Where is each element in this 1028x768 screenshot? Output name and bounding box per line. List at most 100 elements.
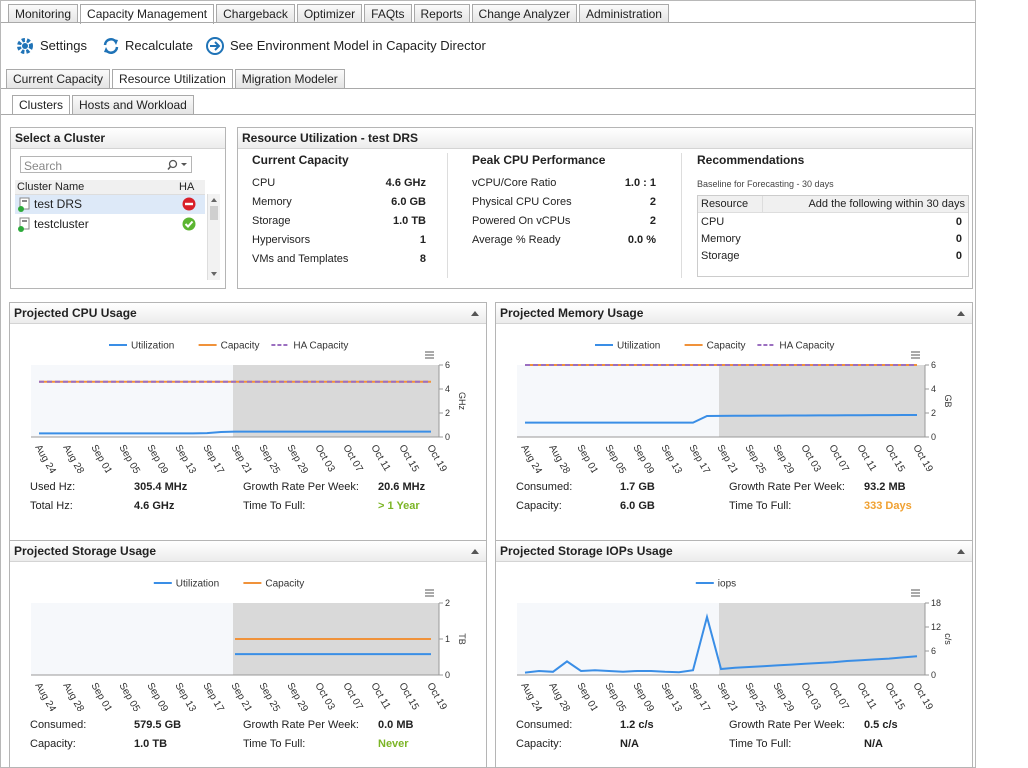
legend-label: HA Capacity — [779, 341, 834, 352]
stat-label: Time To Full: — [243, 500, 306, 512]
stat-value: 4.6 GHz — [134, 500, 175, 512]
tab[interactable]: Reports — [413, 4, 470, 23]
column-label: Resource — [701, 198, 749, 210]
stat-label: Consumed: — [516, 719, 573, 731]
forecast-region — [719, 603, 925, 675]
arrow-icon — [206, 37, 224, 55]
metric-label: Physical CPU Cores — [472, 196, 572, 208]
scrollbar-arrows — [210, 198, 218, 276]
chart-panel: Projected Storage Usage 0 1 2 TB Aug 24 Aug 28… — [9, 540, 487, 768]
x-tick-label: Sep 09 — [630, 443, 656, 473]
collapse-icon[interactable] — [470, 309, 480, 317]
y-tick-label: 6 — [931, 646, 936, 656]
collapse-icon[interactable] — [956, 547, 966, 555]
divider — [762, 196, 763, 212]
x-tick-label: Oct 15 — [396, 681, 420, 711]
x-tick-label: Oct 19 — [424, 443, 448, 473]
tab[interactable]: Change Analyzer — [471, 4, 577, 23]
x-tick-label: Aug 28 — [60, 443, 86, 473]
stat-label: Growth Rate Per Week: — [729, 481, 845, 493]
chart-menu-icon — [911, 589, 920, 597]
search-placeholder: Search — [24, 159, 63, 173]
metric-label: Storage — [252, 215, 291, 227]
tab[interactable]: Monitoring — [8, 4, 79, 23]
stat-label: Total Hz: — [30, 500, 73, 512]
x-tick-label: Oct 03 — [798, 443, 822, 473]
x-tick-label: Oct 11 — [854, 681, 878, 711]
legend-label: Utilization — [131, 341, 174, 352]
summary-panel: Resource Utilization - test DRS Current … — [237, 127, 973, 289]
y-tick-label: 0 — [931, 432, 936, 442]
sub-tabs: Current Capacity Resource Utilization Migr… — [6, 69, 347, 89]
stat-value: 305.4 MHz — [134, 481, 188, 493]
search-box[interactable]: Search — [20, 156, 192, 173]
stat-label: Growth Rate Per Week: — [729, 719, 845, 731]
tab-line — [1, 22, 975, 23]
tab[interactable]: Clusters — [12, 95, 71, 115]
cluster-panel: Select a Cluster Search Cluster Name HA te… — [10, 127, 226, 289]
y-tick-label: 1 — [445, 634, 450, 644]
stat-label: Capacity: — [516, 500, 562, 512]
stat-value: 1.2 c/s — [620, 719, 654, 731]
chart-panel: Projected Memory Usage 0 2 4 6 GB Aug 24 Aug 28… — [495, 302, 973, 760]
x-tick-label: Sep 21 — [228, 443, 254, 473]
tab[interactable]: Current Capacity — [6, 69, 111, 88]
x-tick-label: Oct 07 — [826, 443, 850, 473]
collapse-icon[interactable] — [470, 547, 480, 555]
stat-value: 6.0 GB — [620, 500, 655, 512]
x-tick-label: Sep 09 — [144, 443, 170, 473]
tab[interactable]: Chargeback — [216, 4, 295, 23]
stat-value: N/A — [864, 738, 883, 750]
tab[interactable]: Optimizer — [296, 4, 363, 23]
innertab-line — [1, 114, 975, 115]
x-tick-label: Aug 24 — [518, 443, 544, 473]
environment-label: See Environment Model in Capacity Direct… — [230, 38, 486, 53]
column-label: Cluster Name — [17, 181, 85, 193]
metric-label: VMs and Templates — [252, 253, 349, 265]
y-tick-label: 0 — [445, 432, 450, 442]
scrollbar[interactable] — [207, 194, 220, 280]
tab[interactable]: Capacity Management — [80, 4, 215, 24]
y-axis-label: c/s — [943, 633, 953, 645]
forecast-region — [719, 365, 925, 437]
tab[interactable]: Migration Modeler — [234, 69, 345, 88]
metric-label: Memory — [252, 196, 292, 208]
stat-label: Consumed: — [30, 719, 87, 731]
x-tick-label: Sep 13 — [172, 443, 198, 473]
x-tick-label: Aug 28 — [546, 681, 572, 711]
stat-value: 20.6 MHz — [378, 481, 426, 493]
metric-label: Hypervisors — [252, 234, 311, 246]
column-header — [15, 180, 205, 195]
metric-label: CPU — [252, 177, 276, 189]
x-tick-label: Sep 05 — [116, 443, 142, 473]
collapse-icon[interactable] — [956, 309, 966, 317]
tab[interactable]: Resource Utilization — [112, 69, 233, 89]
x-tick-label: Sep 17 — [200, 681, 226, 711]
resource-value: 0 — [955, 216, 962, 228]
forecast-note: Baseline for Forecasting - 30 days — [697, 179, 834, 189]
x-tick-label: Oct 03 — [312, 443, 336, 473]
tab[interactable]: Administration — [578, 4, 669, 23]
x-tick-label: Sep 13 — [658, 443, 684, 473]
y-tick-label: 12 — [931, 622, 941, 632]
stat-label: Time To Full: — [243, 738, 306, 750]
metric-value: 2 — [649, 215, 656, 227]
x-tick-label: Sep 05 — [602, 443, 628, 473]
legend-label: Capacity — [265, 579, 304, 590]
x-tick-label: Sep 29 — [284, 681, 310, 711]
x-tick-label: Sep 21 — [228, 681, 254, 711]
panel-title: Resource Utilization - test DRS — [238, 128, 972, 149]
x-tick-label: Sep 09 — [144, 681, 170, 711]
tab[interactable]: Hosts and Workload — [72, 95, 194, 114]
x-tick-label: Sep 01 — [574, 681, 600, 711]
cluster-row[interactable]: testcluster — [15, 215, 205, 234]
cluster-row[interactable]: test DRS — [15, 195, 205, 214]
tab[interactable]: FAQts — [364, 4, 412, 23]
x-tick-label: Oct 11 — [854, 443, 878, 473]
stat-value: 0.5 c/s — [864, 719, 898, 731]
y-tick-label: 2 — [445, 408, 450, 418]
y-tick-label: 0 — [445, 670, 450, 680]
x-tick-label: Oct 15 — [882, 681, 906, 711]
